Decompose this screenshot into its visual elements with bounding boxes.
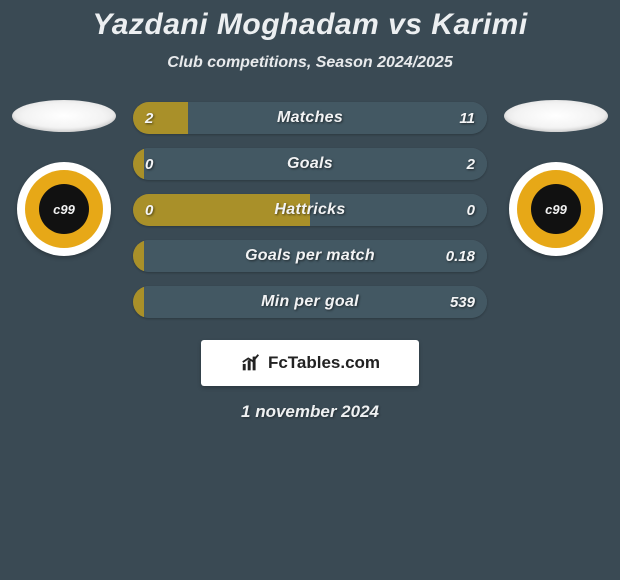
stat-label: Hattricks [133,194,487,226]
player1-club-core: c99 [39,184,89,234]
stat-bar: Goals per match0.18 [133,240,487,272]
stat-value-player2: 539 [450,286,475,318]
player2-club-badge: c99 [509,162,603,256]
stat-label: Goals [133,148,487,180]
main-row: c99 Matches211Goals02Hattricks00Goals pe… [0,100,620,318]
player1-club-badge: c99 [17,162,111,256]
stat-bar: Goals0 2 [133,148,487,180]
stat-bars: Matches211Goals02Hattricks00Goals per ma… [133,100,487,318]
stat-value-player2: 0.18 [446,240,475,272]
stat-label: Min per goal [133,286,487,318]
subtitle: Club competitions, Season 2024/2025 [0,54,620,72]
stat-label: Goals per match [133,240,487,272]
stat-value-player2: 11 [459,102,475,134]
player2-flag [504,100,608,132]
brand-box: FcTables.com [201,340,419,386]
brand-chart-icon [240,352,262,374]
page-title: Yazdani Moghadam vs Karimi [0,8,620,42]
comparison-infographic: Yazdani Moghadam vs Karimi Club competit… [0,0,620,422]
player1-flag [12,100,116,132]
player2-club-ring: c99 [517,170,595,248]
player1-column: c99 [9,100,119,256]
stat-value-player1: 0 [145,148,153,180]
player2-club-core: c99 [531,184,581,234]
brand-text: FcTables.com [268,353,380,373]
stat-bar: Matches2 11 [133,102,487,134]
player2-column: c99 [501,100,611,256]
stat-value-player1: 0 [145,194,153,226]
date-line: 1 november 2024 [0,402,620,422]
player1-club-ring: c99 [25,170,103,248]
stat-value-player2: 2 [467,148,475,180]
stat-bar: Min per goal539 [133,286,487,318]
stat-value-player1: 2 [145,102,153,134]
stat-bar: Hattricks0 0 [133,194,487,226]
stat-label: Matches [133,102,487,134]
stat-value-player2: 0 [467,194,475,226]
